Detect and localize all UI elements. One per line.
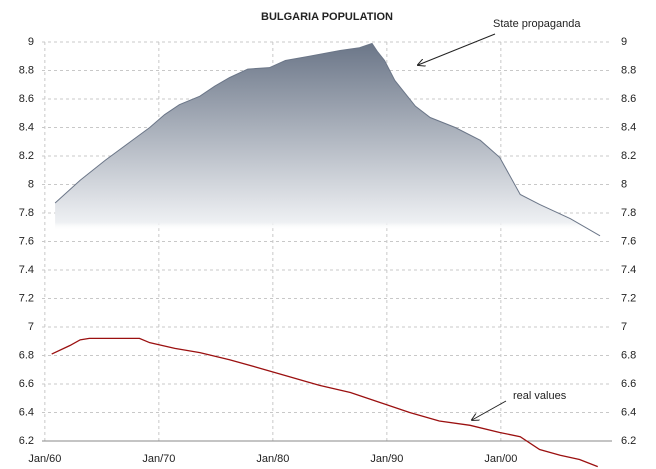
- y-tick-label: 7: [28, 321, 34, 333]
- y2-tick-label: 7.6: [621, 235, 636, 247]
- y-tick-label: 8.8: [19, 64, 34, 76]
- line: [51, 337, 598, 468]
- y2-tick-label: 6.2: [621, 435, 636, 447]
- y2-tick-label: 7: [621, 321, 627, 333]
- y-tick-label: 7.8: [19, 207, 34, 219]
- y-tick-label: 8.6: [19, 93, 34, 105]
- y-tick-label: 6.8: [19, 349, 34, 361]
- area: [55, 43, 601, 442]
- y2-tick-label: 8.4: [621, 121, 636, 133]
- x-tick-label: Jan/90: [370, 453, 403, 465]
- y-tick-label: 9: [28, 36, 34, 48]
- chart-title: BULGARIA POPULATION: [261, 11, 393, 23]
- y-tick-label: 8.2: [19, 150, 34, 162]
- annotation-arrow: [418, 33, 496, 65]
- y2-tick-label: 8: [621, 178, 627, 190]
- x-tick-label: Jan/80: [256, 453, 289, 465]
- y2-tick-label: 8.8: [621, 64, 636, 76]
- y2-tick-label: 6.8: [621, 349, 636, 361]
- y2-tick-label: 7.8: [621, 207, 636, 219]
- annotation: real values: [513, 390, 567, 402]
- y2-tick-label: 7.4: [621, 264, 636, 276]
- y-tick-label: 6.6: [19, 378, 34, 390]
- area-line: [54, 42, 601, 237]
- y2-tick-label: 6.4: [621, 406, 636, 418]
- y-tick-label: 7.4: [19, 264, 34, 276]
- annotation-arrow: [472, 400, 507, 420]
- x-tick-label: Jan/60: [28, 453, 61, 465]
- y-tick-label: 6.4: [19, 406, 34, 418]
- x-tick-label: Jan/00: [484, 453, 517, 465]
- y-tick-label: 7.6: [19, 235, 34, 247]
- plot: [51, 42, 601, 468]
- y-tick-label: 8.4: [19, 121, 34, 133]
- y-tick-label: 8: [28, 178, 34, 190]
- y-tick-label: 6.2: [19, 435, 34, 447]
- y2-tick-label: 7.2: [621, 292, 636, 304]
- y-tick-label: 7.2: [19, 292, 34, 304]
- axes: 9 8.8 8.6 8.4 8.2 8 7.8 7.6 7.4 7.2 7 6.8 6.6 6.4 6.2 9…: [19, 36, 637, 465]
- y2-tick-label: 9: [621, 36, 627, 48]
- annotation: State propaganda: [493, 18, 581, 30]
- y2-tick-label: 8.2: [621, 150, 636, 162]
- y2-tick-label: 6.6: [621, 378, 636, 390]
- y2-tick-label: 8.6: [621, 93, 636, 105]
- x-tick-label: Jan/70: [142, 453, 175, 465]
